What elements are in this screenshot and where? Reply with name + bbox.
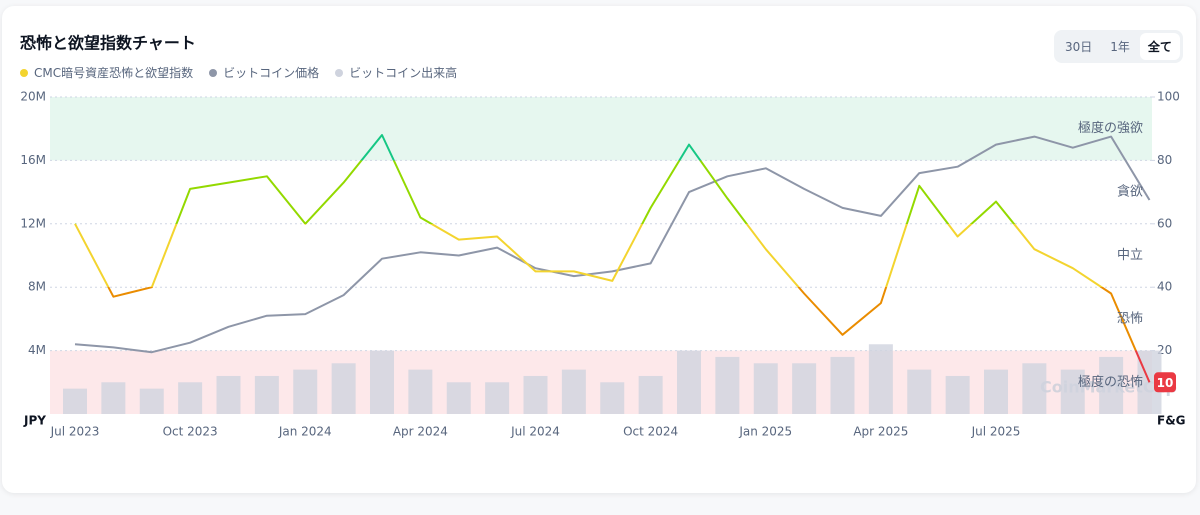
zone-label: 恐怖 [1117,310,1143,326]
x-tick-label: Jan 2025 [738,425,792,439]
volume-bar [408,369,433,414]
legend-label: ビットコイン価格 [223,66,320,80]
zone-label: 極度の強欲 [1078,120,1143,136]
volume-bar [638,375,663,414]
y2-tick-label: 100 [1157,90,1180,104]
x-tick-label: Apr 2024 [393,425,448,439]
legend-label: ビットコイン出来高 [349,66,458,80]
volume-bar [216,375,241,414]
range-button[interactable]: 1年 [1110,40,1130,54]
legend-label: CMC暗号資産恐怖と欲望指数 [34,66,194,80]
y2-tick-label: 60 [1157,216,1172,230]
volume-bar [293,369,318,414]
volume-bar [63,388,87,414]
legend-item: CMC暗号資産恐怖と欲望指数 [20,64,193,81]
y-tick-label: 16M [20,153,46,167]
volume-bar [753,363,778,414]
volume-bar [907,369,932,414]
range-button[interactable]: 全て [1139,33,1180,60]
x-tick-label: Jul 2025 [971,425,1021,439]
y2-tick-label: 40 [1157,280,1172,294]
fear-greed-line [74,134,1151,383]
volume-bar [868,344,893,414]
volume-bar [600,382,625,414]
volume-bar [446,382,471,414]
volume-bar [101,382,126,414]
range-button[interactable]: 30日 [1065,40,1093,54]
y-tick-label: 4M [28,343,46,357]
zone-label: 極度の恐怖 [1078,374,1143,390]
y-tick-label: 20M [20,90,46,104]
volume-bar [984,369,1008,414]
legend-dot [209,68,218,77]
volume-bar [1099,356,1124,414]
volume-bar [485,382,510,414]
x-tick-label: Jul 2024 [510,425,560,439]
volume-bar [331,363,356,414]
volume-bar [523,375,548,414]
volume-bar [945,375,970,414]
x-tick-label: Jul 2023 [50,425,100,439]
volume-bar [1022,363,1047,414]
volume-bar [254,375,279,414]
volume-bar [715,356,740,414]
volume-bar [561,369,586,414]
volume-bar [139,388,164,414]
legend-dot [335,68,344,77]
volume-bar [1060,369,1085,414]
value-label: 10 [1157,376,1174,390]
y2-axis-label: F&G [1157,414,1186,428]
y-axis-label: JPY [23,414,46,428]
chart-title: 恐怖と欲望指数チャート [20,34,196,53]
volume-bar [792,363,817,414]
x-tick-label: Apr 2025 [853,425,908,439]
y-tick-label: 12M [20,216,46,230]
price-line [74,135,1151,354]
legend-item: ビットコイン価格 [209,64,319,81]
legend-item: ビットコイン出来高 [335,64,457,81]
volume-bar [830,356,855,414]
volume-bar [178,382,203,414]
zone-label: 中立 [1117,248,1143,263]
legend: CMC暗号資産恐怖と欲望指数 ビットコイン価格 ビットコイン出来高 [20,64,457,81]
x-tick-label: Jan 2024 [278,425,332,439]
y2-tick-label: 80 [1157,153,1172,167]
range-buttons: 30日 1年 全て [1054,30,1183,63]
x-tick-label: Oct 2023 [163,425,218,439]
volume-bar [677,350,701,414]
y-tick-label: 8M [28,280,46,294]
x-tick-label: Oct 2024 [623,425,678,439]
zone-label: 貪欲 [1117,184,1143,200]
zone-band [50,97,1152,161]
value-badge [1154,372,1176,393]
volume-bar [370,350,394,414]
legend-dot [20,68,28,77]
